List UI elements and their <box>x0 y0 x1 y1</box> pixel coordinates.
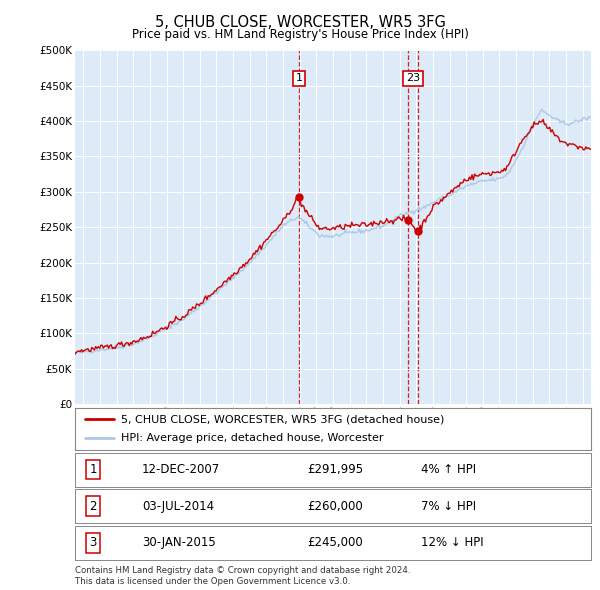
Text: Price paid vs. HM Land Registry's House Price Index (HPI): Price paid vs. HM Land Registry's House … <box>131 28 469 41</box>
Text: 3: 3 <box>89 536 97 549</box>
Text: 30-JAN-2015: 30-JAN-2015 <box>142 536 216 549</box>
Text: 12-DEC-2007: 12-DEC-2007 <box>142 463 220 476</box>
Text: 03-JUL-2014: 03-JUL-2014 <box>142 500 214 513</box>
Text: £291,995: £291,995 <box>307 463 364 476</box>
Text: 5, CHUB CLOSE, WORCESTER, WR5 3FG: 5, CHUB CLOSE, WORCESTER, WR5 3FG <box>155 15 445 30</box>
Text: HPI: Average price, detached house, Worcester: HPI: Average price, detached house, Worc… <box>121 434 384 444</box>
Text: 4% ↑ HPI: 4% ↑ HPI <box>421 463 476 476</box>
Text: Contains HM Land Registry data © Crown copyright and database right 2024.
This d: Contains HM Land Registry data © Crown c… <box>75 566 410 586</box>
Text: 1: 1 <box>295 74 302 83</box>
Text: 2: 2 <box>89 500 97 513</box>
Text: £260,000: £260,000 <box>307 500 363 513</box>
Text: £245,000: £245,000 <box>307 536 363 549</box>
Text: 1: 1 <box>89 463 97 476</box>
Text: 5, CHUB CLOSE, WORCESTER, WR5 3FG (detached house): 5, CHUB CLOSE, WORCESTER, WR5 3FG (detac… <box>121 414 445 424</box>
Text: 7% ↓ HPI: 7% ↓ HPI <box>421 500 476 513</box>
Text: 23: 23 <box>406 74 420 83</box>
Text: 12% ↓ HPI: 12% ↓ HPI <box>421 536 484 549</box>
